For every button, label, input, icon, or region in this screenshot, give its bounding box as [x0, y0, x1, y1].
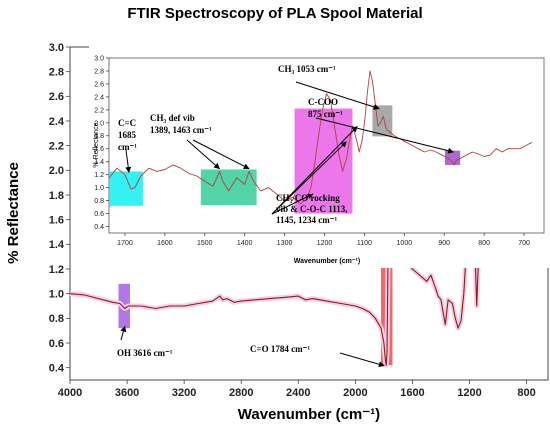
inset-y-tick-label: 0.4: [94, 224, 104, 231]
ch3-def-arrow: [186, 139, 220, 170]
inset-y-tick-label: 0.6: [94, 211, 104, 218]
co-arrow: [339, 352, 385, 368]
main-x-tick-label: 1600: [400, 387, 424, 399]
main-y-tick-label: 0.8: [49, 313, 64, 325]
inset-y-tick-label: 0.8: [94, 198, 104, 205]
main-y-tick-label: 2.6: [49, 91, 64, 103]
ch3-def-arrow: [192, 139, 250, 170]
chart-title: FTIR Spectroscopy of PLA Spool Material: [127, 5, 422, 22]
inset-y-tick-label: 2.6: [94, 81, 104, 88]
inset-plot-frame: [108, 57, 545, 234]
main-x-tick-label: 2000: [343, 387, 367, 399]
main-x-tick-label: 800: [517, 387, 535, 399]
main-y-axis-title: % Reflectance: [5, 162, 22, 264]
inset-highlight-c-coo: [445, 150, 461, 165]
c-coo-annotation: C-COO 875 cm⁻¹: [308, 97, 343, 119]
main-y-tick-label: 2.4: [49, 116, 65, 128]
inset-highlight-c-c: [109, 171, 143, 206]
main-y-tick-label: 1.4: [49, 239, 65, 251]
main-y-tick-label: 1.2: [49, 264, 64, 276]
main-x-axis-ticks: 4000 3600 3200 2800 2400 2000 1600 1200 800: [58, 380, 536, 399]
main-y-tick-label: 1.0: [49, 289, 64, 301]
inset-y-tick-label: 2.2: [94, 107, 104, 114]
inset-y-tick-label: 1.2: [94, 172, 104, 179]
rocking-arrow-1113: [271, 126, 358, 215]
inset-x-axis-title: Wavenumber (cm⁻¹): [294, 258, 360, 265]
main-x-tick-label: 4000: [58, 387, 82, 399]
main-y-tick-label: 3.0: [49, 42, 64, 54]
cc-annotation: C=C 1685 cm⁻¹: [118, 118, 137, 152]
rocking-annotation: CH₃/CO rocking vib & C-O-C 1113, 1145, 123…: [276, 193, 348, 225]
inset-x-tick-label: 1700: [117, 240, 133, 247]
main-y-tick-label: 0.4: [49, 363, 65, 375]
main-x-tick-label: 3200: [172, 387, 196, 399]
inset-x-axis-ticks: 1700 1600 1500 1400 1300 1200 1100 1000 900 800 70…: [117, 233, 530, 247]
inset-y-tick-label: 2.0: [94, 120, 104, 127]
inset-x-tick-label: 1100: [357, 240, 372, 247]
main-x-axis-title: Wavenumber (cm⁻¹): [238, 406, 380, 423]
inset-y-tick-label: 1.0: [94, 185, 104, 192]
main-x-tick-label: 3600: [115, 387, 139, 399]
inset-x-tick-label: 1200: [317, 240, 333, 247]
rocking-arrow-1234: [271, 193, 314, 215]
inset-x-tick-label: 900: [438, 240, 450, 247]
main-y-tick-label: 2.2: [49, 141, 64, 153]
inset-x-tick-label: 1600: [157, 240, 173, 247]
inset-y-tick-label: 1.4: [94, 159, 104, 166]
oh-annotation: OH 3616 cm⁻¹: [117, 348, 173, 358]
inset-y-tick-label: 2.4: [94, 94, 104, 101]
ch3-1053-annotation: CH₃ 1053 cm⁻¹: [278, 64, 336, 74]
inset-y-tick-label: 1.8: [94, 133, 104, 140]
inset-x-tick-label: 1400: [237, 240, 253, 247]
inset-y-axis-title: % Reflectance: [93, 122, 100, 167]
main-x-tick-label: 2800: [229, 387, 253, 399]
oh-arrow: [120, 325, 127, 341]
inset-x-tick-label: 1500: [197, 240, 213, 247]
cc-arrow: [125, 149, 132, 173]
inset-spectrum-line: [108, 70, 533, 205]
ch3-def-annotation: CH₃ def vib 1389, 1463 cm⁻¹: [150, 113, 212, 135]
main-y-tick-label: 1.6: [49, 215, 64, 227]
c-coo-arrow: [315, 117, 454, 154]
main-y-tick-label: 2.0: [49, 165, 64, 177]
inset-x-tick-label: 1300: [277, 240, 293, 247]
main-y-axis-ticks: 0.4 0.6 0.8 1.0 1.2 1.4 1.6 1.8 2.0 2.2 2.4 2.6 2.8 3…: [49, 42, 70, 375]
main-x-tick-label: 1200: [457, 387, 481, 399]
main-y-tick-label: 2.8: [49, 67, 64, 79]
inset-y-axis-ticks: 0.4 0.6 0.8 1.0 1.2 1.4 1.6 1.8 2.0 2.2 2.4 2.6 2.8 3…: [94, 55, 109, 231]
ch3-1053-arrow: [295, 81, 380, 110]
inset-highlight-ch3-1053: [372, 105, 393, 137]
main-y-tick-label: 1.8: [49, 190, 64, 202]
annotations: OH 3616 cm⁻¹ C=O 1784 cm⁻¹ C=C 1685 cm⁻¹ CH₃ …: [117, 64, 454, 368]
main-y-tick-label: 0.6: [49, 338, 64, 350]
inset-x-tick-label: 1000: [397, 240, 413, 247]
inset-y-tick-label: 3.0: [94, 55, 104, 62]
main-x-tick-label: 2400: [286, 387, 310, 399]
inset-x-tick-label: 700: [518, 240, 530, 247]
inset-x-tick-label: 800: [478, 240, 490, 247]
co-annotation: C=O 1784 cm⁻¹: [250, 344, 310, 354]
inset-y-tick-label: 1.6: [94, 146, 104, 153]
inset-y-tick-label: 2.8: [94, 68, 104, 75]
